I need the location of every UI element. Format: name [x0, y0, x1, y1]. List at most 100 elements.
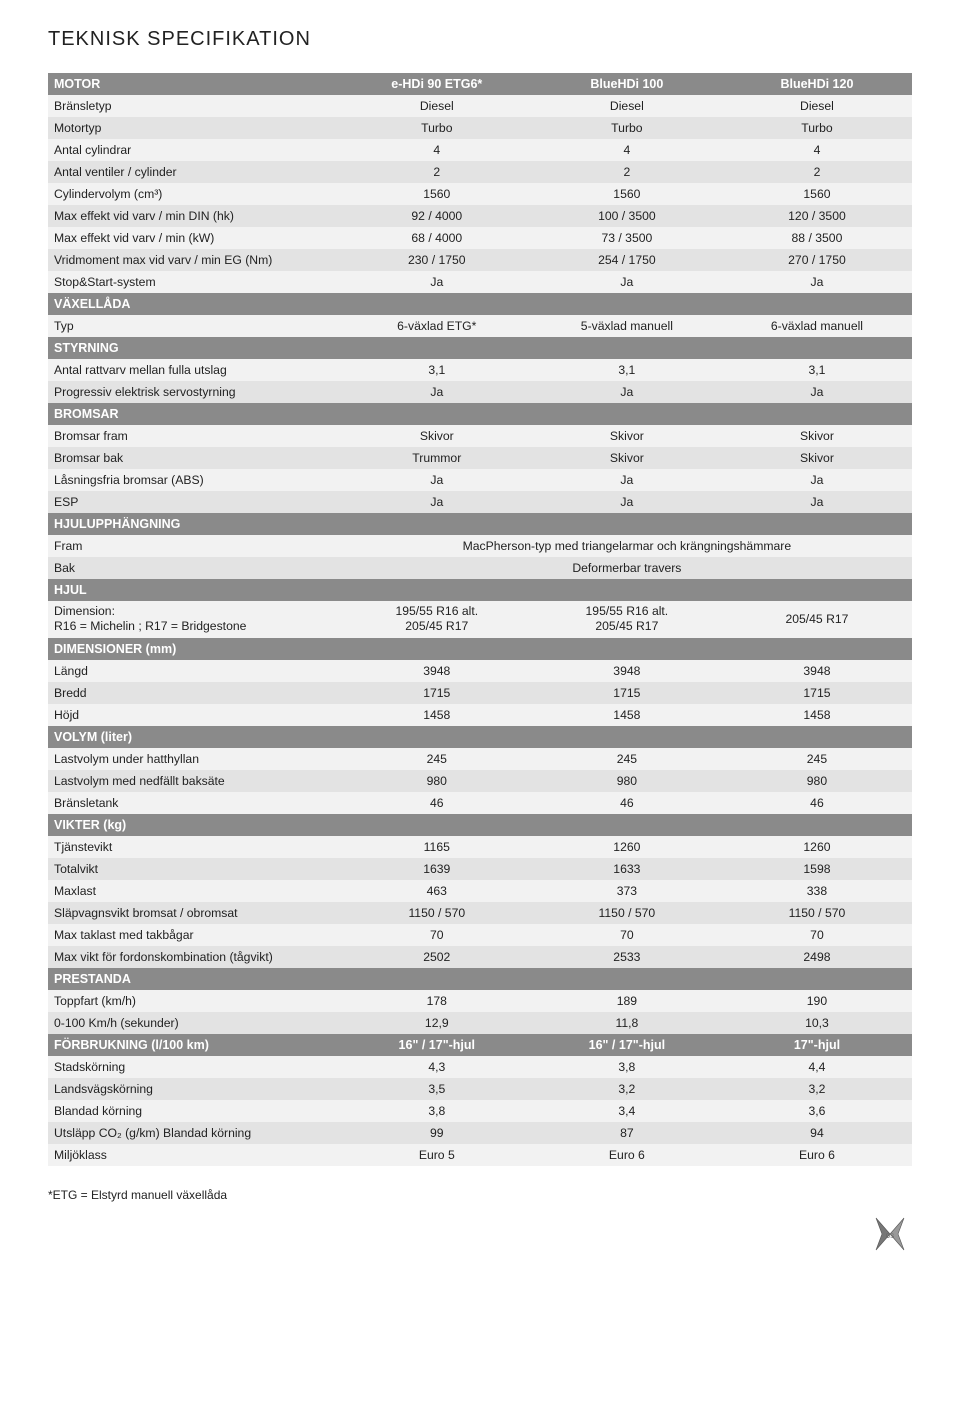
- row-value: Euro 5: [342, 1144, 532, 1166]
- section-header-col: [342, 579, 532, 601]
- row-value: Diesel: [342, 95, 532, 117]
- section-header-col: [532, 638, 722, 660]
- row-label: Tjänstevikt: [48, 836, 342, 858]
- section-header-col: [532, 513, 722, 535]
- row-value: 1560: [342, 183, 532, 205]
- section-header-col: [342, 814, 532, 836]
- row-value: Turbo: [342, 117, 532, 139]
- row-label: Bromsar bak: [48, 447, 342, 469]
- row-value: 178: [342, 990, 532, 1012]
- table-row: Låsningsfria bromsar (ABS)JaJaJa: [48, 469, 912, 491]
- page-title: TEKNISK SPECIFIKATION: [48, 28, 912, 51]
- row-value: 1639: [342, 858, 532, 880]
- row-value: Ja: [342, 381, 532, 403]
- section-header-col: BlueHDi 100: [532, 73, 722, 95]
- row-value: 338: [722, 880, 912, 902]
- table-row: Bromsar framSkivorSkivorSkivor: [48, 425, 912, 447]
- table-row: Antal cylindrar444: [48, 139, 912, 161]
- row-value: 6-växlad manuell: [722, 315, 912, 337]
- section-header-label: HJULUPPHÄNGNING: [48, 513, 342, 535]
- row-label: Längd: [48, 660, 342, 682]
- section-header-col: [532, 968, 722, 990]
- row-span-value: MacPherson-typ med triangelarmar och krä…: [342, 535, 912, 557]
- table-row: Max vikt för fordonskombination (tågvikt…: [48, 946, 912, 968]
- section-header: DIMENSIONER (mm): [48, 638, 912, 660]
- table-row: Toppfart (km/h)178189190: [48, 990, 912, 1012]
- table-row: Bredd171517151715: [48, 682, 912, 704]
- section-header-label: DIMENSIONER (mm): [48, 638, 342, 660]
- section-header-col: [722, 579, 912, 601]
- row-value: Ja: [532, 381, 722, 403]
- section-header-col: [342, 726, 532, 748]
- row-value: Skivor: [722, 425, 912, 447]
- section-header-label: HJUL: [48, 579, 342, 601]
- section-header-col: [342, 968, 532, 990]
- table-row: Tjänstevikt116512601260: [48, 836, 912, 858]
- row-label: Totalvikt: [48, 858, 342, 880]
- row-value: 10,3: [722, 1012, 912, 1034]
- row-value: Ja: [342, 469, 532, 491]
- row-value: 4: [722, 139, 912, 161]
- row-value: 3,1: [532, 359, 722, 381]
- row-label: Max taklast med takbågar: [48, 924, 342, 946]
- row-value: 68 / 4000: [342, 227, 532, 249]
- row-value: 70: [342, 924, 532, 946]
- row-label: Dimension: R16 = Michelin ; R17 = Bridge…: [48, 601, 342, 638]
- row-label: Stop&Start-system: [48, 271, 342, 293]
- row-label: Stadskörning: [48, 1056, 342, 1078]
- section-header: VOLYM (liter): [48, 726, 912, 748]
- section-header-label: FÖRBRUKNING (l/100 km): [48, 1034, 342, 1056]
- row-value: Ja: [532, 271, 722, 293]
- row-value: 270 / 1750: [722, 249, 912, 271]
- table-row: Stop&Start-systemJaJaJa: [48, 271, 912, 293]
- row-value: 1715: [722, 682, 912, 704]
- table-row: Bromsar bakTrummorSkivorSkivor: [48, 447, 912, 469]
- row-label: Antal cylindrar: [48, 139, 342, 161]
- row-label: Låsningsfria bromsar (ABS): [48, 469, 342, 491]
- row-value: 46: [722, 792, 912, 814]
- table-row: Blandad körning3,83,43,6: [48, 1100, 912, 1122]
- section-header-col: [722, 814, 912, 836]
- row-value: Ja: [722, 271, 912, 293]
- row-value: Diesel: [722, 95, 912, 117]
- row-value: 6-växlad ETG*: [342, 315, 532, 337]
- row-label: Släpvagnsvikt bromsat / obromsat: [48, 902, 342, 924]
- row-value: 70: [722, 924, 912, 946]
- spec-table: MOTORe-HDi 90 ETG6*BlueHDi 100BlueHDi 12…: [48, 73, 912, 1166]
- section-header: MOTORe-HDi 90 ETG6*BlueHDi 100BlueHDi 12…: [48, 73, 912, 95]
- row-label: Lastvolym under hatthyllan: [48, 748, 342, 770]
- row-value: 12,9: [342, 1012, 532, 1034]
- row-value: Skivor: [722, 447, 912, 469]
- row-label: Bränsletyp: [48, 95, 342, 117]
- row-value: 3,8: [532, 1056, 722, 1078]
- section-header-col: [722, 726, 912, 748]
- table-row: Max taklast med takbågar707070: [48, 924, 912, 946]
- row-span-value: Deformerbar travers: [342, 557, 912, 579]
- row-value: 87: [532, 1122, 722, 1144]
- row-value: 195/55 R16 alt. 205/45 R17: [342, 601, 532, 638]
- section-header-col: [722, 337, 912, 359]
- row-value: 189: [532, 990, 722, 1012]
- row-label: ESP: [48, 491, 342, 513]
- row-value: 3,2: [722, 1078, 912, 1100]
- table-row: Stadskörning4,33,84,4: [48, 1056, 912, 1078]
- row-value: Ja: [342, 271, 532, 293]
- row-value: 254 / 1750: [532, 249, 722, 271]
- table-row: Antal rattvarv mellan fulla utslag3,13,1…: [48, 359, 912, 381]
- section-header: HJUL: [48, 579, 912, 601]
- row-value: 980: [532, 770, 722, 792]
- row-value: 373: [532, 880, 722, 902]
- row-value: 3948: [342, 660, 532, 682]
- table-row: Dimension: R16 = Michelin ; R17 = Bridge…: [48, 601, 912, 638]
- row-value: 5-växlad manuell: [532, 315, 722, 337]
- row-value: Euro 6: [722, 1144, 912, 1166]
- row-label: Lastvolym med nedfällt baksäte: [48, 770, 342, 792]
- row-label: Bredd: [48, 682, 342, 704]
- section-header-col: [532, 293, 722, 315]
- section-header-col: e-HDi 90 ETG6*: [342, 73, 532, 95]
- row-value: 120 / 3500: [722, 205, 912, 227]
- row-value: 3,8: [342, 1100, 532, 1122]
- row-value: 99: [342, 1122, 532, 1144]
- row-value: 190: [722, 990, 912, 1012]
- section-header: BROMSAR: [48, 403, 912, 425]
